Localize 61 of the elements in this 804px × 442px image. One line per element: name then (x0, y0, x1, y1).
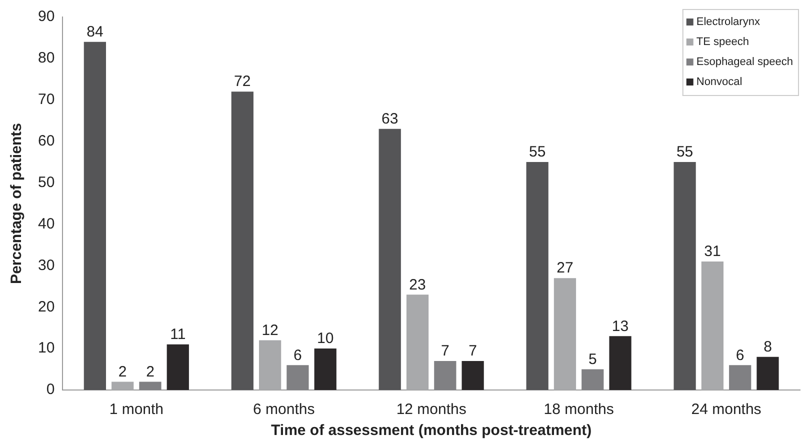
data-label: 7 (468, 342, 477, 360)
bar (729, 365, 752, 390)
data-label: 55 (528, 144, 546, 161)
data-label: 27 (556, 260, 574, 277)
x-axis-title: Time of assessment (months post-treatment) (271, 422, 592, 440)
legend-label: Esophageal speech (696, 56, 794, 68)
bar (166, 344, 189, 390)
bar (756, 356, 779, 390)
data-label: 11 (170, 326, 186, 344)
bar (314, 348, 336, 390)
y-tick-label: 80 (38, 50, 55, 67)
y-tick-label: 10 (38, 340, 55, 357)
bar (609, 336, 632, 390)
y-tick-label: 0 (46, 381, 55, 398)
y-tick-label: 30 (38, 256, 55, 274)
bar (434, 360, 456, 390)
bar (378, 128, 401, 390)
bar (112, 382, 134, 390)
x-tick-label: 24 months (691, 401, 762, 418)
data-label: 72 (234, 73, 251, 90)
bar (231, 92, 254, 390)
data-label: 84 (86, 24, 104, 41)
data-label: 63 (382, 110, 398, 128)
x-tick-label: 18 months (544, 401, 614, 418)
data-label: 8 (764, 338, 772, 356)
x-tick-label: 1 month (109, 401, 164, 418)
bar (582, 369, 604, 390)
bar (554, 278, 576, 390)
data-label: 55 (676, 144, 694, 161)
y-tick-label: 40 (38, 215, 55, 232)
bar (674, 162, 696, 390)
bar (462, 360, 484, 390)
data-label: 13 (612, 318, 629, 335)
legend-label: TE speech (696, 36, 749, 48)
legend-label: Electrolarynx (696, 16, 760, 28)
legend-label: Nonvocal (696, 76, 742, 88)
data-label: 12 (262, 322, 278, 339)
y-tick-label: 90 (38, 8, 55, 26)
bar (84, 42, 106, 390)
x-tick-label: 12 months (396, 401, 466, 418)
y-tick-label: 60 (38, 132, 55, 150)
data-label: 7 (440, 342, 450, 360)
data-label: 10 (317, 330, 334, 348)
data-label: 2 (118, 363, 127, 380)
data-label: 6 (294, 346, 302, 364)
y-tick-label: 70 (38, 91, 55, 108)
bar (258, 340, 282, 390)
bar (286, 365, 309, 390)
bar (406, 294, 429, 390)
x-tick-label: 6 months (253, 401, 315, 418)
data-label: 6 (736, 346, 744, 364)
data-label: 5 (588, 350, 597, 368)
data-label: 2 (146, 363, 154, 380)
y-tick-label: 50 (38, 174, 55, 191)
y-axis-title: Percentage of patients (8, 123, 26, 284)
y-tick-label: 20 (38, 298, 55, 316)
bar (526, 162, 548, 390)
data-label: 31 (704, 243, 721, 260)
bar (139, 382, 162, 390)
data-label: 23 (409, 276, 426, 294)
bar (701, 262, 724, 390)
